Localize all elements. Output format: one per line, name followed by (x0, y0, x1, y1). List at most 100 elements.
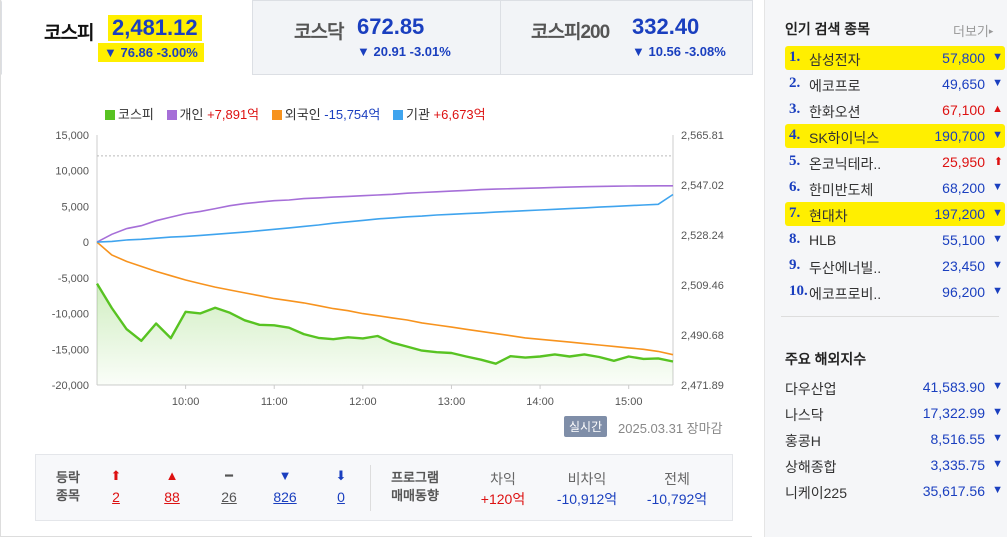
down-arrow-icon: ▼ (992, 406, 1003, 418)
popular-item-1[interactable]: 1. 삼성전자 57,800 ▼ (785, 46, 1005, 70)
left-tick-label: 15,000 (55, 130, 89, 142)
down-arrow-icon: ▼ (992, 380, 1003, 392)
popular-item-4[interactable]: 4. SK하이닉스 190,700 ▼ (785, 124, 1005, 148)
popular-item-6[interactable]: 6. 한미반도체 68,200 ▼ (785, 176, 1005, 200)
stock-price: 96,200 (942, 284, 985, 300)
program-trade-label: 프로그램 매매동향 (380, 469, 450, 505)
rank-number: 10. (789, 283, 808, 299)
rise-icon: ▲ (165, 468, 179, 483)
legend-label: 코스피 (118, 107, 154, 122)
left-tick-label: -20,000 (52, 380, 89, 392)
legend-item-institution[interactable]: 기관 +6,673억 (392, 104, 486, 123)
more-link[interactable]: 더보기▸ (953, 21, 993, 40)
unchanged-icon: ━ (225, 468, 233, 483)
program-trade-label-line2: 매매동향 (391, 488, 439, 503)
legend-item-kospi[interactable]: 코스피 (105, 104, 154, 123)
down-arrow-icon: ▼ (992, 129, 1003, 141)
right-tick-label: 2,547.02 (681, 180, 724, 192)
rise-count[interactable]: 88 (164, 489, 180, 505)
realtime-badge: 실시간 (564, 416, 608, 437)
x-tick-label: 11:00 (261, 396, 288, 408)
lower-limit-count[interactable]: 0 (337, 489, 345, 505)
tab-kosdaq-change: ▼ 20.91 -3.01% (357, 44, 451, 59)
popular-item-2[interactable]: 2. 에코프로 49,650 ▼ (785, 72, 1005, 96)
stock-price: 49,650 (942, 76, 985, 92)
legend-swatch (392, 110, 403, 120)
index-value: 41,583.90 (922, 379, 985, 395)
index-name[interactable]: 상해종합 (785, 459, 837, 475)
x-tick-label: 10:00 (172, 396, 200, 408)
popular-item-3[interactable]: 3. 한화오션 67,100 ▲ (785, 98, 1005, 122)
tab-kospi200-change: ▼ 10.56 -3.08% (632, 44, 726, 59)
index-tabs: 코스피 2,481.12 ▼ 76.86 -3.00% 코스닥 672.85 ▼… (1, 0, 753, 75)
rank-number: 1. (789, 49, 801, 65)
side-panel: 인기 검색 종목 더보기▸ 1. 삼성전자 57,800 ▼ 2. 에코프로 49,650 ▼… (764, 0, 1007, 537)
unchanged-count[interactable]: 26 (221, 489, 237, 505)
left-tick-label: 5,000 (61, 201, 89, 213)
legend-value: -15,754억 (324, 107, 381, 122)
stock-name[interactable]: SK하이닉스 (809, 130, 880, 146)
down-arrow-icon: ▼ (992, 285, 1003, 297)
tab-kospi200-name: 코스피200 (531, 22, 610, 43)
stock-name[interactable]: 현대차 (809, 208, 848, 224)
legend-item-foreign[interactable]: 외국인 -15,754억 (271, 104, 381, 123)
down-arrow-icon: ▼ (992, 51, 1003, 63)
kospi-area (97, 283, 673, 385)
stock-name[interactable]: 에코프로 (809, 78, 861, 94)
index-name[interactable]: 니케이225 (785, 485, 847, 501)
advance-decline-box: 등락 종목 ⬆ 2 ▲ 88 ━ 26 ▼ 826 ⬇ 0 프로그램 매매동향 … (35, 454, 733, 521)
world-index-item-5[interactable]: 니케이225 35,617.56 ▼ (785, 480, 1005, 504)
popular-item-7[interactable]: 7. 현대차 197,200 ▼ (785, 202, 1005, 226)
x-tick-label: 14:00 (526, 396, 554, 408)
index-name[interactable]: 다우산업 (785, 381, 837, 397)
index-value: 17,322.99 (922, 405, 985, 421)
up-arrow-icon: ▲ (992, 103, 1003, 115)
chart-legend: 코스피 개인 +7,891억 외국인 -15,754억 기관 +6,673억 (105, 104, 495, 123)
legend-label: 외국인 (284, 107, 321, 122)
non-arbitrage-label: 비차익 (567, 471, 607, 487)
tab-kospi[interactable]: 코스피 2,481.12 ▼ 76.86 -3.00% (1, 0, 253, 75)
legend-swatch (166, 110, 177, 120)
program-total-value: -10,792억 (646, 491, 708, 507)
world-index-item-1[interactable]: 다우산업 41,583.90 ▼ (785, 376, 1005, 400)
series-line-2 (96, 185, 673, 243)
left-tick-label: -10,000 (52, 309, 89, 321)
x-tick-label: 15:00 (615, 396, 643, 408)
down-arrow-icon: ▼ (992, 484, 1003, 496)
stock-name[interactable]: 한미반도체 (809, 182, 874, 198)
advance-decline-label-line2: 종목 (56, 488, 80, 503)
tab-kosdaq[interactable]: 코스닥 672.85 ▼ 20.91 -3.01% (252, 0, 501, 75)
rank-number: 2. (789, 75, 801, 91)
down-arrow-icon: ▼ (992, 181, 1003, 193)
popular-item-10[interactable]: 10. 에코프로비.. 96,200 ▼ (785, 280, 1005, 304)
stock-name[interactable]: 삼성전자 (809, 52, 861, 68)
fall-icon: ▼ (278, 468, 292, 483)
upper-limit-count[interactable]: 2 (112, 489, 120, 505)
stock-name[interactable]: 두산에너빌.. (809, 260, 882, 276)
popular-item-5[interactable]: 5. 온코닉테라.. 25,950 ⬆ (785, 150, 1005, 174)
stock-name[interactable]: 온코닉테라.. (809, 156, 882, 172)
stock-name[interactable]: 에코프로비.. (809, 286, 882, 302)
world-index-title: 주요 해외지수 (785, 351, 867, 367)
index-name[interactable]: 나스닥 (785, 407, 824, 423)
legend-item-individual[interactable]: 개인 +7,891억 (166, 104, 259, 123)
down-arrow-icon: ▼ (992, 233, 1003, 245)
popular-item-9[interactable]: 9. 두산에너빌.. 23,450 ▼ (785, 254, 1005, 278)
series-line-kospi (95, 282, 674, 365)
stock-name[interactable]: HLB (809, 232, 837, 248)
world-index-item-2[interactable]: 나스닥 17,322.99 ▼ (785, 402, 1005, 426)
rank-number: 7. (789, 205, 801, 221)
popular-search-title: 인기 검색 종목 (785, 21, 871, 37)
popular-item-8[interactable]: 8. HLB 55,100 ▼ (785, 228, 1005, 252)
index-name[interactable]: 홍콩H (785, 433, 821, 449)
fall-count[interactable]: 826 (273, 489, 297, 505)
world-index-item-4[interactable]: 상해종합 3,335.75 ▼ (785, 454, 1005, 478)
stock-name[interactable]: 한화오션 (809, 104, 861, 120)
stock-price: 67,100 (942, 102, 985, 118)
market-index-panel: 코스피 2,481.12 ▼ 76.86 -3.00% 코스닥 672.85 ▼… (0, 0, 753, 537)
advance-decline-label: 등락 종목 (48, 469, 88, 505)
world-index-item-3[interactable]: 홍콩H 8,516.55 ▼ (785, 428, 1005, 452)
program-total-label: 전체 (664, 471, 690, 487)
stock-price: 190,700 (934, 128, 985, 144)
tab-kospi200[interactable]: 코스피200 332.40 ▼ 10.56 -3.08% (500, 0, 753, 75)
